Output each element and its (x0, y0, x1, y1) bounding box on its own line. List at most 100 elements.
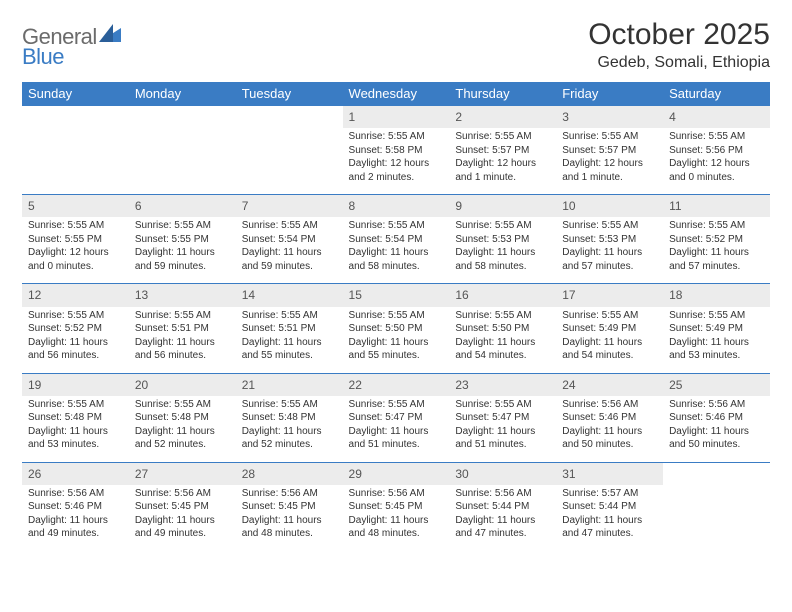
daylight-text: Daylight: 11 hours and 47 minutes. (562, 514, 657, 541)
day-detail: Sunrise: 5:55 AMSunset: 5:48 PMDaylight:… (242, 398, 337, 452)
daylight-text: Daylight: 11 hours and 52 minutes. (135, 425, 230, 452)
day-detail: Sunrise: 5:55 AMSunset: 5:48 PMDaylight:… (28, 398, 123, 452)
week-daynum-row: 19202122232425 (22, 373, 770, 396)
daylight-text: Daylight: 11 hours and 57 minutes. (669, 246, 764, 273)
sunrise-text: Sunrise: 5:55 AM (28, 309, 123, 323)
day-number-cell: 22 (343, 373, 450, 396)
daylight-text: Daylight: 11 hours and 49 minutes. (28, 514, 123, 541)
sunset-text: Sunset: 5:46 PM (669, 411, 764, 425)
day-number-cell: 4 (663, 106, 770, 129)
day-detail-cell: Sunrise: 5:55 AMSunset: 5:55 PMDaylight:… (129, 217, 236, 284)
sunrise-text: Sunrise: 5:55 AM (242, 219, 337, 233)
day-detail: Sunrise: 5:55 AMSunset: 5:48 PMDaylight:… (135, 398, 230, 452)
daylight-text: Daylight: 11 hours and 57 minutes. (562, 246, 657, 273)
day-number-cell: 23 (449, 373, 556, 396)
weekday-header: Thursday (449, 82, 556, 106)
day-detail-cell: Sunrise: 5:55 AMSunset: 5:53 PMDaylight:… (449, 217, 556, 284)
day-number-cell: 20 (129, 373, 236, 396)
calendar-table: Sunday Monday Tuesday Wednesday Thursday… (22, 82, 770, 551)
sunrise-text: Sunrise: 5:55 AM (669, 130, 764, 144)
day-detail-cell: Sunrise: 5:56 AMSunset: 5:45 PMDaylight:… (343, 485, 450, 551)
sunrise-text: Sunrise: 5:57 AM (562, 487, 657, 501)
day-detail: Sunrise: 5:55 AMSunset: 5:56 PMDaylight:… (669, 130, 764, 184)
daylight-text: Daylight: 11 hours and 51 minutes. (455, 425, 550, 452)
day-number-cell: 31 (556, 462, 663, 485)
daylight-text: Daylight: 11 hours and 54 minutes. (562, 336, 657, 363)
day-detail-cell: Sunrise: 5:55 AMSunset: 5:51 PMDaylight:… (129, 307, 236, 374)
day-detail-cell: Sunrise: 5:55 AMSunset: 5:56 PMDaylight:… (663, 128, 770, 195)
day-detail-cell: Sunrise: 5:56 AMSunset: 5:46 PMDaylight:… (663, 396, 770, 463)
sunset-text: Sunset: 5:44 PM (455, 500, 550, 514)
sunset-text: Sunset: 5:53 PM (455, 233, 550, 247)
day-detail: Sunrise: 5:55 AMSunset: 5:54 PMDaylight:… (242, 219, 337, 273)
sunset-text: Sunset: 5:53 PM (562, 233, 657, 247)
day-number-cell (129, 106, 236, 129)
sunrise-text: Sunrise: 5:55 AM (562, 219, 657, 233)
brand-mark-icon (99, 24, 121, 47)
sunset-text: Sunset: 5:48 PM (28, 411, 123, 425)
sunset-text: Sunset: 5:48 PM (135, 411, 230, 425)
weekday-header: Friday (556, 82, 663, 106)
weekday-header: Sunday (22, 82, 129, 106)
day-detail-cell: Sunrise: 5:55 AMSunset: 5:49 PMDaylight:… (556, 307, 663, 374)
day-detail: Sunrise: 5:55 AMSunset: 5:49 PMDaylight:… (669, 309, 764, 363)
sunset-text: Sunset: 5:55 PM (135, 233, 230, 247)
day-detail: Sunrise: 5:56 AMSunset: 5:46 PMDaylight:… (562, 398, 657, 452)
day-detail-cell: Sunrise: 5:55 AMSunset: 5:58 PMDaylight:… (343, 128, 450, 195)
day-detail-cell (129, 128, 236, 195)
sunrise-text: Sunrise: 5:55 AM (349, 398, 444, 412)
sunrise-text: Sunrise: 5:56 AM (455, 487, 550, 501)
sunrise-text: Sunrise: 5:55 AM (349, 130, 444, 144)
week-detail-row: Sunrise: 5:55 AMSunset: 5:48 PMDaylight:… (22, 396, 770, 463)
day-number-cell (663, 462, 770, 485)
day-number-cell: 30 (449, 462, 556, 485)
week-daynum-row: 567891011 (22, 195, 770, 218)
day-detail: Sunrise: 5:55 AMSunset: 5:57 PMDaylight:… (562, 130, 657, 184)
day-number-cell: 15 (343, 284, 450, 307)
daylight-text: Daylight: 11 hours and 56 minutes. (28, 336, 123, 363)
sunrise-text: Sunrise: 5:55 AM (135, 309, 230, 323)
daylight-text: Daylight: 11 hours and 54 minutes. (455, 336, 550, 363)
day-detail: Sunrise: 5:57 AMSunset: 5:44 PMDaylight:… (562, 487, 657, 541)
day-detail-cell: Sunrise: 5:56 AMSunset: 5:45 PMDaylight:… (129, 485, 236, 551)
sunset-text: Sunset: 5:54 PM (349, 233, 444, 247)
daylight-text: Daylight: 11 hours and 59 minutes. (135, 246, 230, 273)
daylight-text: Daylight: 11 hours and 50 minutes. (669, 425, 764, 452)
sunset-text: Sunset: 5:45 PM (349, 500, 444, 514)
day-number-cell: 28 (236, 462, 343, 485)
day-number-cell: 12 (22, 284, 129, 307)
sunrise-text: Sunrise: 5:55 AM (455, 398, 550, 412)
sunset-text: Sunset: 5:57 PM (455, 144, 550, 158)
sunrise-text: Sunrise: 5:55 AM (242, 309, 337, 323)
sunset-text: Sunset: 5:52 PM (669, 233, 764, 247)
sunrise-text: Sunrise: 5:55 AM (455, 309, 550, 323)
day-detail-cell: Sunrise: 5:56 AMSunset: 5:45 PMDaylight:… (236, 485, 343, 551)
day-detail-cell: Sunrise: 5:55 AMSunset: 5:52 PMDaylight:… (663, 217, 770, 284)
daylight-text: Daylight: 11 hours and 51 minutes. (349, 425, 444, 452)
day-detail: Sunrise: 5:55 AMSunset: 5:58 PMDaylight:… (349, 130, 444, 184)
sunrise-text: Sunrise: 5:55 AM (669, 219, 764, 233)
day-detail-cell: Sunrise: 5:55 AMSunset: 5:57 PMDaylight:… (556, 128, 663, 195)
day-number-cell (22, 106, 129, 129)
day-detail: Sunrise: 5:56 AMSunset: 5:44 PMDaylight:… (455, 487, 550, 541)
day-number-cell: 8 (343, 195, 450, 218)
daylight-text: Daylight: 11 hours and 58 minutes. (349, 246, 444, 273)
daylight-text: Daylight: 11 hours and 59 minutes. (242, 246, 337, 273)
daylight-text: Daylight: 11 hours and 48 minutes. (349, 514, 444, 541)
sunset-text: Sunset: 5:47 PM (349, 411, 444, 425)
sunrise-text: Sunrise: 5:56 AM (669, 398, 764, 412)
day-detail: Sunrise: 5:55 AMSunset: 5:47 PMDaylight:… (455, 398, 550, 452)
day-detail-cell: Sunrise: 5:55 AMSunset: 5:48 PMDaylight:… (236, 396, 343, 463)
day-detail-cell: Sunrise: 5:56 AMSunset: 5:46 PMDaylight:… (22, 485, 129, 551)
day-detail: Sunrise: 5:55 AMSunset: 5:51 PMDaylight:… (242, 309, 337, 363)
weekday-header: Saturday (663, 82, 770, 106)
month-title: October 2025 (588, 18, 770, 52)
weekday-header: Monday (129, 82, 236, 106)
day-number-cell: 14 (236, 284, 343, 307)
day-number-cell: 29 (343, 462, 450, 485)
day-detail: Sunrise: 5:55 AMSunset: 5:57 PMDaylight:… (455, 130, 550, 184)
daylight-text: Daylight: 11 hours and 50 minutes. (562, 425, 657, 452)
week-detail-row: Sunrise: 5:55 AMSunset: 5:55 PMDaylight:… (22, 217, 770, 284)
sunset-text: Sunset: 5:46 PM (562, 411, 657, 425)
sunset-text: Sunset: 5:51 PM (242, 322, 337, 336)
